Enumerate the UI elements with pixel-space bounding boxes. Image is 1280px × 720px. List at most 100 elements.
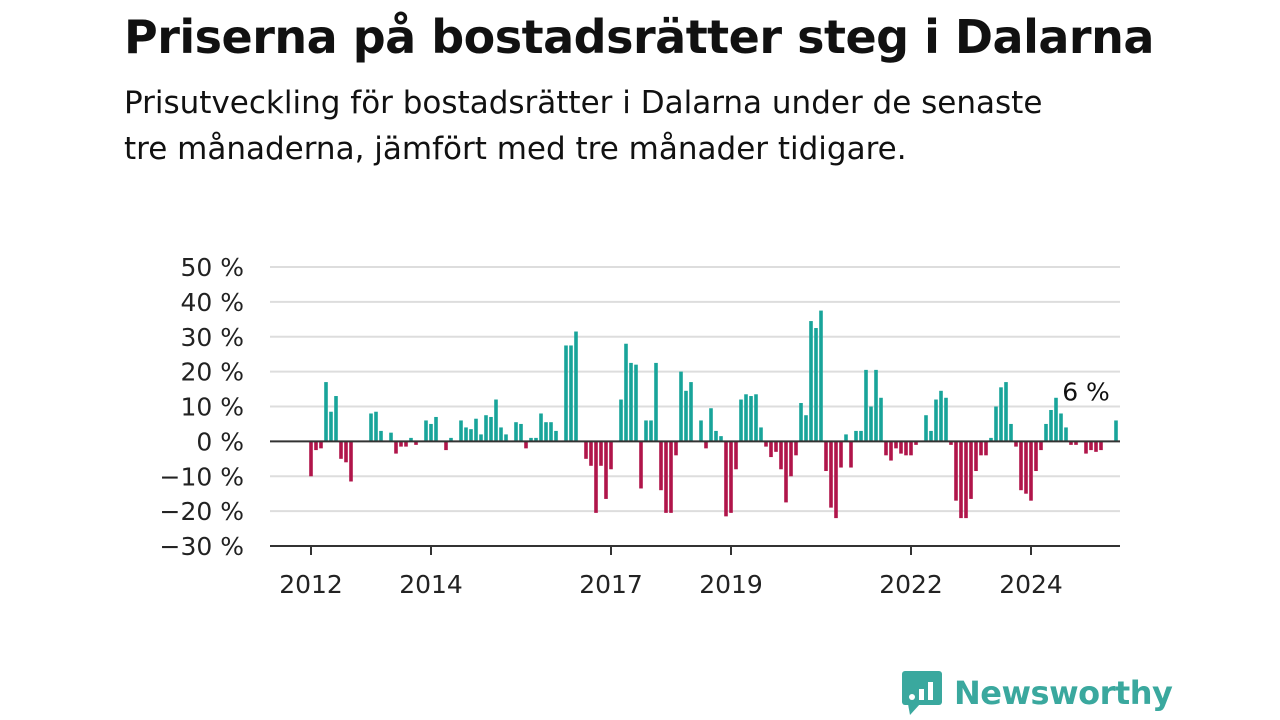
bar xyxy=(999,387,1003,442)
bar xyxy=(779,441,783,470)
bar xyxy=(334,396,338,442)
bar xyxy=(829,441,833,508)
bar xyxy=(709,408,713,442)
bar xyxy=(374,411,378,442)
y-tick-label: 10 % xyxy=(180,393,244,422)
bar xyxy=(449,437,453,442)
bar xyxy=(744,394,748,442)
bar xyxy=(539,413,543,442)
bar xyxy=(1094,441,1098,452)
bar xyxy=(954,441,958,501)
bar xyxy=(564,345,568,442)
bar xyxy=(434,416,438,442)
bar xyxy=(749,396,753,442)
bar xyxy=(959,441,963,519)
bar xyxy=(1029,441,1033,501)
bar xyxy=(674,441,678,456)
bar xyxy=(774,441,778,452)
y-tick-label: 0 % xyxy=(196,427,244,456)
bar xyxy=(864,369,868,442)
bar xyxy=(1014,441,1018,447)
bar xyxy=(514,422,518,442)
y-tick-label: 20 % xyxy=(180,358,244,387)
bar xyxy=(974,441,978,472)
bar xyxy=(1034,441,1038,472)
bar xyxy=(329,411,333,442)
y-tick-label: −30 % xyxy=(160,532,244,561)
bar xyxy=(444,441,448,451)
bar xyxy=(1084,441,1088,454)
bar xyxy=(989,437,993,442)
bar xyxy=(604,441,608,499)
x-tick-label: 2014 xyxy=(399,570,463,599)
bar xyxy=(949,441,953,445)
bar xyxy=(1044,423,1048,442)
bar xyxy=(994,406,998,442)
bar xyxy=(534,437,538,442)
bar xyxy=(874,369,878,442)
x-tick-label: 2017 xyxy=(579,570,643,599)
bar xyxy=(424,420,428,442)
bar xyxy=(339,441,343,459)
bar xyxy=(834,441,838,519)
bar xyxy=(754,394,758,442)
bar xyxy=(704,441,708,449)
bar xyxy=(889,441,893,461)
bar xyxy=(319,441,323,449)
bar xyxy=(759,427,763,442)
bar xyxy=(379,430,383,442)
bar xyxy=(719,436,723,442)
bar xyxy=(969,441,973,499)
x-tick-label: 2022 xyxy=(879,570,943,599)
bar xyxy=(979,441,983,456)
bar xyxy=(819,310,823,442)
annotations: 6 % xyxy=(1059,374,1113,409)
bar xyxy=(904,441,908,456)
x-axis-labels: 2012 2014 2017 2019 2022 2024 xyxy=(279,570,1063,599)
bar xyxy=(789,441,793,477)
bar xyxy=(599,441,603,466)
bar xyxy=(489,416,493,442)
bar xyxy=(679,371,683,442)
bar xyxy=(1069,441,1073,445)
bar xyxy=(524,441,528,449)
bar xyxy=(409,437,413,442)
bar xyxy=(909,441,913,456)
chart-title: Priserna på bostadsrätter steg i Dalarna xyxy=(124,10,1154,64)
bar xyxy=(1114,420,1118,442)
bar xyxy=(349,441,353,482)
bar xyxy=(629,362,633,442)
bar xyxy=(639,441,643,489)
y-tick-label: −20 % xyxy=(160,497,244,526)
latest-value-annotation: 6 % xyxy=(1062,377,1110,406)
bar xyxy=(1024,441,1028,494)
bars xyxy=(309,310,1118,519)
brand-logo: Newsworthy xyxy=(900,668,1173,718)
bar xyxy=(884,441,888,456)
bar xyxy=(314,441,318,451)
bar xyxy=(494,399,498,442)
bar xyxy=(794,441,798,456)
bar xyxy=(649,420,653,442)
bar xyxy=(664,441,668,513)
bar xyxy=(1009,423,1013,442)
bar xyxy=(894,441,898,449)
bar xyxy=(804,415,808,442)
bar xyxy=(799,403,803,442)
bar xyxy=(929,430,933,442)
bar xyxy=(544,422,548,442)
y-tick-label: 30 % xyxy=(180,323,244,352)
bar xyxy=(619,399,623,442)
x-tick-label: 2024 xyxy=(999,570,1063,599)
bar xyxy=(484,415,488,442)
bar xyxy=(594,441,598,513)
bar xyxy=(584,441,588,459)
bar xyxy=(769,441,773,458)
bar xyxy=(459,420,463,442)
bar xyxy=(474,418,478,442)
bar xyxy=(554,430,558,442)
y-tick-label: 50 % xyxy=(180,253,244,282)
bar xyxy=(464,427,468,442)
bar xyxy=(609,441,613,470)
